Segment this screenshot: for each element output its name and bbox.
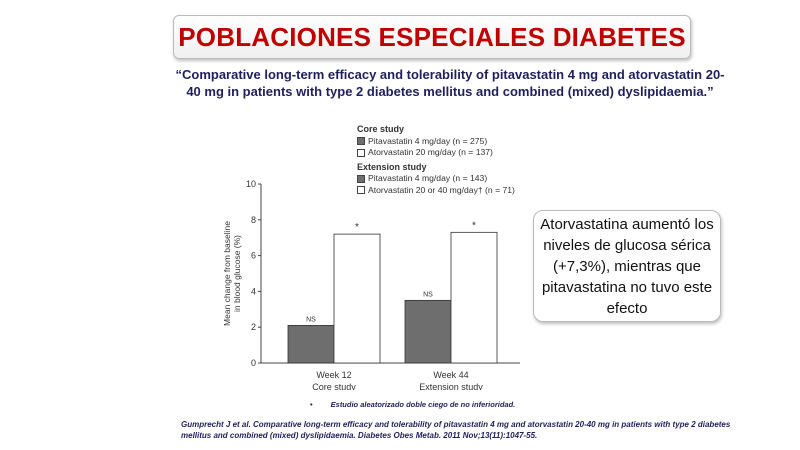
y-tick-label: 10 (246, 180, 256, 189)
bar-pitavastatin (404, 299, 452, 364)
x-tick-label: Week 12 (316, 370, 351, 380)
bar-annotation: * (472, 220, 476, 231)
legend-swatch-pitavastatin (357, 137, 365, 146)
x-tick-label: Extension study (419, 382, 483, 390)
y-tick-label: 6 (251, 251, 256, 261)
bar-annotation: NS (306, 316, 316, 323)
legend-item: Pitavastatin 4 mg/day (n = 275) (357, 136, 515, 148)
study-note: • Estudio aleatorizado doble ciego de no … (310, 400, 515, 409)
y-tick-label: 4 (251, 286, 256, 296)
legend-item: Pitavastatin 4 mg/day (n = 143) (357, 173, 515, 185)
chart-legend: Core study Pitavastatin 4 mg/day (n = 27… (357, 124, 515, 196)
legend-heading-extension: Extension study (357, 161, 427, 172)
bar-chart: 0 2 4 6 8 10 Mean change from baseline in blood… (222, 180, 520, 390)
legend-item: Atorvastatin 20 mg/day (n = 137) (357, 147, 515, 159)
legend-heading-core: Core study (357, 124, 405, 134)
legend-item: Atorvastatin 20 or 40 mg/day† (n = 71) (357, 185, 515, 197)
legend-label: Pitavastatin 4 mg/day (n = 143) (368, 173, 488, 183)
note-text: Estudio aleatorizado doble ciego de no i… (330, 400, 516, 409)
bar-annotation: * (355, 222, 359, 233)
callout-text: Atorvastatina aumentó los niveles de glu… (540, 215, 714, 317)
y-axis-label: in blood glucose (%) (232, 235, 242, 312)
bar-atorvastatin (333, 233, 381, 364)
y-axis-label: Mean change from baseline (222, 221, 232, 326)
bullet: • (310, 400, 313, 409)
x-tick-label: Week 44 (433, 370, 468, 380)
bar-pitavastatin (287, 325, 335, 364)
legend-swatch-atorvastatin (357, 186, 365, 195)
legend-swatch-pitavastatin (357, 174, 365, 183)
legend-label: Atorvastatin 20 or 40 mg/day† (n = 71) (368, 184, 515, 195)
title-box: POBLACIONES ESPECIALES DIABETES (173, 15, 691, 59)
bar-atorvastatin (450, 231, 498, 364)
x-tick-label: Core study (312, 382, 356, 390)
callout-box: Atorvastatina aumentó los niveles de glu… (533, 210, 721, 322)
y-tick-label: 0 (251, 358, 256, 368)
reference: Gumprecht J et al. Comparative long-term… (181, 420, 731, 440)
legend-label: Atorvastatin 20 mg/day (n = 137) (368, 147, 493, 157)
legend-label: Pitavastatin 4 mg/day (n = 275) (368, 135, 488, 146)
y-tick-label: 2 (251, 322, 256, 332)
legend-swatch-atorvastatin (357, 148, 365, 157)
bar-annotation: NS (423, 291, 433, 298)
y-tick-label: 8 (251, 215, 256, 225)
slide-title: POBLACIONES ESPECIALES DIABETES (178, 21, 686, 52)
study-title: “Comparative long-term efficacy and tole… (175, 67, 725, 99)
